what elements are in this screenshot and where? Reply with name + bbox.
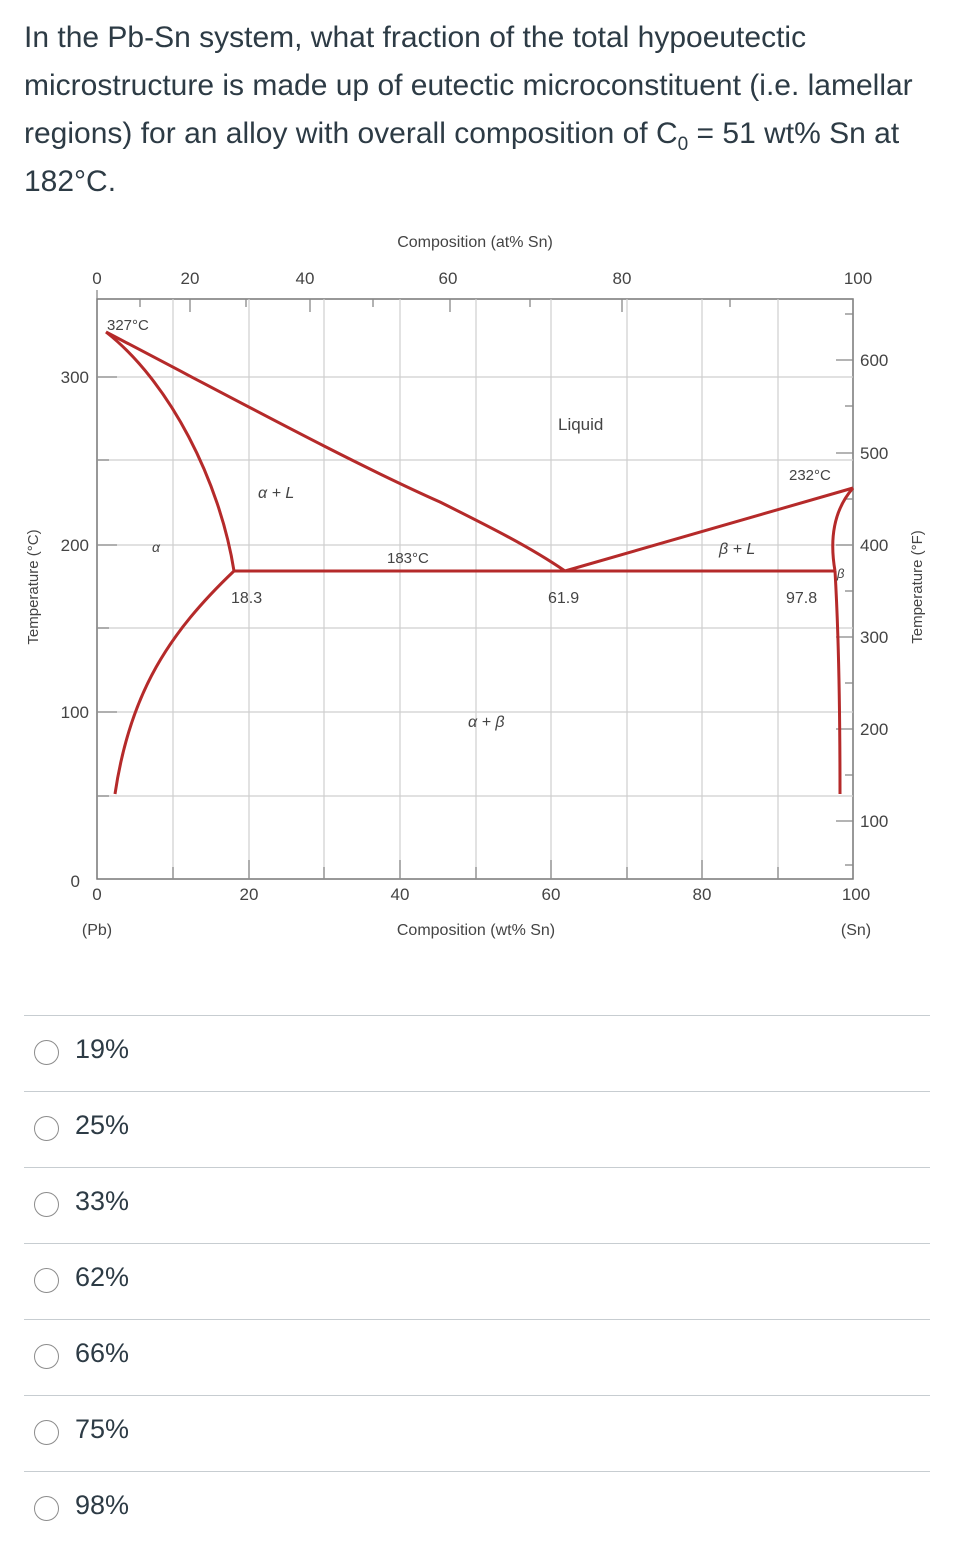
solvus-beta (833, 570, 842, 795)
answer-option-19[interactable]: 19% (24, 1016, 930, 1092)
radio-button[interactable] (34, 1420, 59, 1445)
region-beta-liquid-label: β + L (718, 541, 755, 558)
eutectic-composition-label: 61.9 (548, 590, 579, 607)
radio-button[interactable] (34, 1116, 59, 1141)
bottom-tick-100: 100 (842, 885, 870, 904)
top-tick-labels: 0 20 40 60 80 100 (92, 269, 872, 288)
top-tick-20: 20 (181, 269, 200, 288)
region-alpha-liquid-label: α + L (258, 485, 294, 502)
left-tick-200: 200 (61, 536, 89, 555)
bottom-right-label: (Sn) (841, 922, 871, 939)
bottom-axis-ticks (172, 860, 779, 879)
right-tick-200: 200 (860, 720, 888, 739)
eutectic-temperature-label: 183°C (387, 550, 429, 567)
answer-option-66[interactable]: 66% (24, 1320, 930, 1396)
sn-melting-point-label: 232°C (789, 467, 831, 484)
horizontal-gridlines (97, 376, 853, 797)
region-beta-label: β (836, 566, 845, 581)
answer-option-33[interactable]: 33% (24, 1168, 930, 1244)
left-tick-300: 300 (61, 368, 89, 387)
right-axis-title: Temperature (°F) (909, 530, 926, 644)
left-tick-0: 0 (71, 872, 80, 891)
right-tick-labels: 600 500 400 300 200 100 (860, 351, 888, 831)
answer-label: 75% (75, 1414, 130, 1444)
right-tick-500: 500 (860, 444, 888, 463)
alpha-limit-label: 18.3 (231, 590, 262, 607)
top-tick-40: 40 (296, 269, 315, 288)
liquidus-right (564, 486, 854, 573)
radio-button[interactable] (34, 1344, 59, 1369)
question-text-part1: In the Pb-Sn system, what fraction of th… (24, 21, 913, 150)
vertical-gridlines (172, 299, 779, 879)
solidus-beta (831, 487, 855, 572)
beta-limit-label: 97.8 (786, 590, 817, 607)
radio-button[interactable] (34, 1496, 59, 1521)
right-tick-400: 400 (860, 536, 888, 555)
answer-label: 98% (75, 1490, 130, 1520)
subscript-zero: 0 (677, 134, 689, 155)
answer-label: 62% (75, 1262, 130, 1292)
answer-choices: 19% 25% 33% 62% 66% 75% 98% (24, 1015, 930, 1547)
question-text: In the Pb-Sn system, what fraction of th… (24, 14, 944, 206)
top-tick-80: 80 (613, 269, 632, 288)
bottom-tick-0: 0 (92, 885, 101, 904)
answer-option-25[interactable]: 25% (24, 1092, 930, 1168)
answer-option-98[interactable]: 98% (24, 1472, 930, 1547)
answer-option-75[interactable]: 75% (24, 1396, 930, 1472)
region-alpha-label: α (152, 539, 161, 555)
phase-boundaries (105, 330, 855, 795)
region-liquid-label: Liquid (558, 415, 603, 434)
question-text-part2: = 51 wt% Sn at 182°C. (24, 117, 900, 198)
answer-label: 66% (75, 1338, 130, 1368)
top-tick-0: 0 (92, 269, 101, 288)
bottom-tick-20: 20 (240, 885, 259, 904)
bottom-left-label: (Pb) (82, 922, 112, 939)
pb-melting-point-label: 327°C (107, 317, 149, 334)
left-axis-title: Temperature (°C) (25, 529, 42, 644)
answer-label: 25% (75, 1110, 130, 1140)
bottom-tick-labels: 0 20 40 60 80 100 (92, 885, 870, 904)
left-tick-100: 100 (61, 703, 89, 722)
right-tick-600: 600 (860, 351, 888, 370)
region-alpha-beta-label: α + β (468, 714, 505, 731)
answer-option-62[interactable]: 62% (24, 1244, 930, 1320)
bottom-tick-80: 80 (693, 885, 712, 904)
radio-button[interactable] (34, 1040, 59, 1065)
left-axis-ticks (97, 376, 117, 797)
top-tick-100: 100 (844, 269, 872, 288)
answer-label: 19% (75, 1034, 130, 1064)
bottom-axis-title: Composition (wt% Sn) (397, 922, 555, 939)
solidus-alpha (105, 330, 236, 572)
right-tick-100: 100 (860, 812, 888, 831)
phase-diagram-figure: Composition (at% Sn) 0 20 40 60 80 100 0… (20, 222, 950, 952)
solvus-alpha (113, 569, 236, 795)
bottom-tick-60: 60 (542, 885, 561, 904)
plot-frame (96, 298, 854, 880)
answer-label: 33% (75, 1186, 130, 1216)
radio-button[interactable] (34, 1192, 59, 1217)
top-axis-title: Composition (at% Sn) (397, 234, 553, 251)
right-tick-300: 300 (860, 628, 888, 647)
top-tick-60: 60 (439, 269, 458, 288)
top-axis-ticks (96, 290, 854, 312)
bottom-tick-40: 40 (391, 885, 410, 904)
phase-diagram-svg: Composition (at% Sn) 0 20 40 60 80 100 0… (25, 234, 926, 939)
liquidus-left (105, 330, 566, 573)
radio-button[interactable] (34, 1268, 59, 1293)
left-tick-labels: 300 200 100 0 (61, 368, 89, 891)
